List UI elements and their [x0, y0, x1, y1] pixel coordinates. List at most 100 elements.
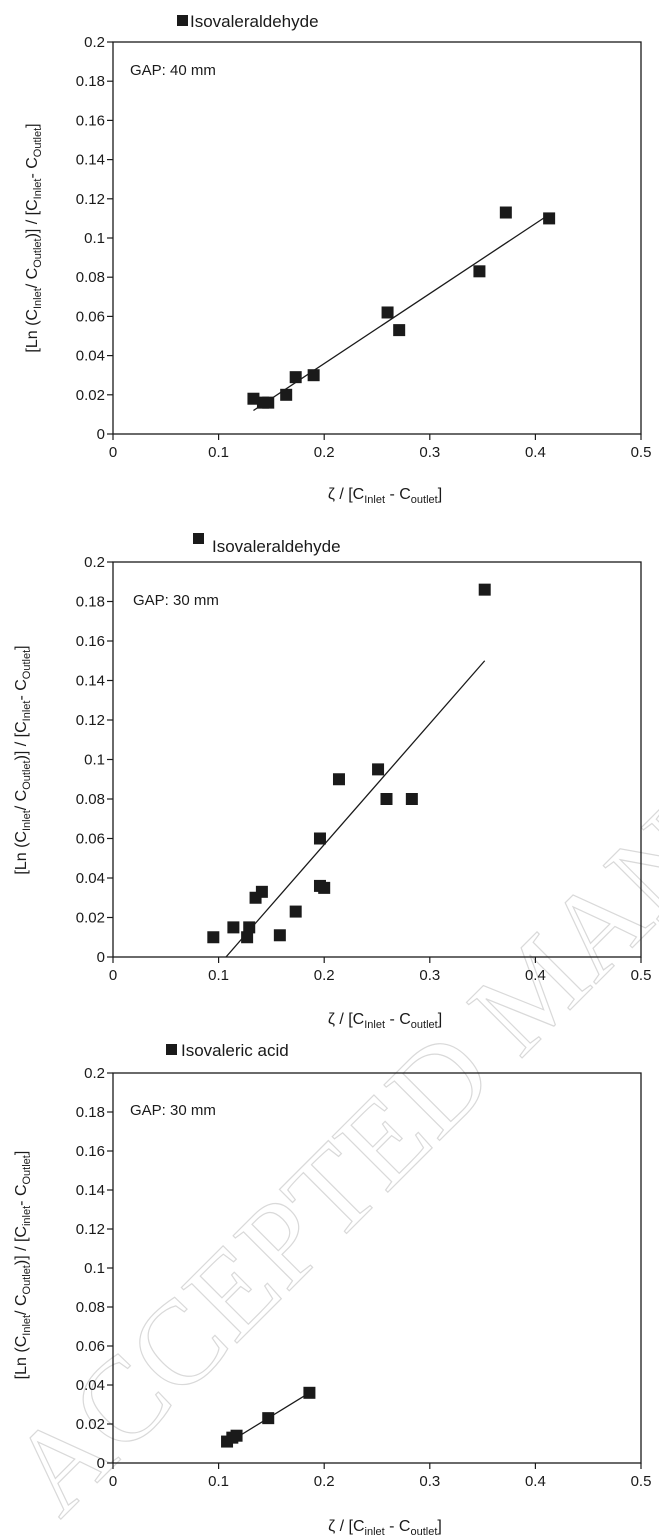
y-axis-title: [Ln (CInlet/ COutlet)] / [Cinlet- COutle…: [13, 1151, 33, 1380]
gap-annotation: GAP: 40 mm: [130, 62, 216, 79]
plot-frame: [112, 41, 642, 435]
data-point: [499, 206, 512, 219]
x-tick-label: 0.2: [314, 444, 335, 461]
data-point: [405, 793, 418, 805]
x-tick-label: 0.4: [525, 967, 546, 984]
x-axis-title: ζ / [CInlet - Coutlet]: [328, 486, 442, 506]
y-tick-label: 0.14: [76, 152, 105, 169]
y-tick-label: 0.18: [76, 594, 105, 611]
y-tick-label: 0.06: [76, 1338, 105, 1355]
data-point: [318, 881, 331, 894]
y-tick-label: 0.06: [76, 831, 105, 848]
legend: Isovaleraldehyde: [193, 533, 341, 556]
y-tick-label: 0.08: [76, 791, 105, 808]
y-tick-label: 0.2: [84, 554, 105, 571]
data-point: [255, 885, 268, 898]
gap-annotation: GAP: 30 mm: [130, 1102, 216, 1119]
x-tick-label: 0.3: [419, 444, 440, 461]
y-tick-label: 0.04: [76, 870, 105, 887]
y-tick-label: 0: [97, 1455, 105, 1472]
data-point: [289, 371, 302, 384]
data-point: [230, 1429, 243, 1442]
x-tick-label: 0.4: [525, 1473, 546, 1490]
legend-marker: [177, 15, 188, 26]
y-tick-label: 0.2: [84, 34, 105, 51]
fit-line: [253, 213, 550, 412]
data-point: [227, 921, 240, 934]
data-point: [303, 1386, 316, 1399]
data-point: [473, 265, 486, 278]
chart-panel-2: Isovaleraldehyde GAP: 30 mm ζ / [CInlet …: [13, 533, 651, 1031]
x-tick-label: 0: [109, 1473, 117, 1490]
y-tick-label: 0.12: [76, 1221, 105, 1238]
chart-panel-3: Isovaleric acid GAP: 30 mm ζ / [Cinlet -…: [13, 1041, 651, 1537]
data-point: [247, 392, 260, 405]
x-tick-label: 0.2: [314, 1473, 335, 1490]
data-point: [241, 931, 254, 944]
chart-panel-1: Isovaleraldehyde GAP: 40 mm ζ / [CInlet …: [24, 12, 651, 506]
legend-marker: [193, 533, 204, 544]
y-tick-label: 0.06: [76, 308, 105, 325]
legend: Isovaleric acid: [166, 1041, 289, 1060]
y-tick-label: 0.02: [76, 1416, 105, 1433]
legend-marker: [166, 1044, 177, 1055]
x-tick-label: 0: [109, 444, 117, 461]
data-point: [393, 324, 406, 337]
x-tick-label: 0.5: [631, 444, 652, 461]
data-point: [273, 929, 286, 942]
legend-label: Isovaleraldehyde: [212, 537, 341, 556]
gap-annotation: GAP: 30 mm: [133, 592, 219, 609]
y-tick-label: 0.14: [76, 1182, 105, 1199]
data-point: [307, 369, 320, 382]
y-tick-label: 0.12: [76, 712, 105, 729]
y-tick-label: 0.02: [76, 387, 105, 404]
y-tick-label: 0.04: [76, 1377, 105, 1394]
y-tick-label: 0.08: [76, 1299, 105, 1316]
data-point: [313, 832, 326, 845]
legend-label: Isovaleric acid: [181, 1041, 289, 1060]
y-tick-label: 0: [97, 949, 105, 966]
data-point: [372, 763, 385, 776]
y-tick-label: 0.12: [76, 191, 105, 208]
x-tick-label: 0.1: [208, 967, 229, 984]
data-point: [380, 793, 393, 805]
x-tick-label: 0.5: [631, 967, 652, 984]
legend-label: Isovaleraldehyde: [190, 12, 319, 31]
y-tick-label: 0.14: [76, 673, 105, 690]
data-point: [478, 583, 491, 596]
data-point: [262, 396, 275, 409]
y-tick-label: 0.1: [84, 1260, 105, 1277]
y-tick-label: 0.18: [76, 73, 105, 90]
y-axis-title: [Ln (CInlet/ COutlet)] / [CInlet- COutle…: [24, 123, 44, 352]
y-tick-label: 0.08: [76, 269, 105, 286]
x-tick-label: 0.4: [525, 444, 546, 461]
y-tick-label: 0.2: [84, 1065, 105, 1082]
y-tick-label: 0.16: [76, 633, 105, 650]
x-tick-label: 0.3: [419, 967, 440, 984]
x-tick-label: 0.2: [314, 967, 335, 984]
x-tick-label: 0.1: [208, 1473, 229, 1490]
y-tick-label: 0.18: [76, 1104, 105, 1121]
data-point: [332, 773, 345, 786]
data-point: [280, 388, 293, 401]
y-tick-label: 0.04: [76, 348, 105, 365]
y-tick-label: 0.1: [84, 752, 105, 769]
data-point: [243, 921, 256, 934]
x-tick-label: 0.3: [419, 1473, 440, 1490]
legend: Isovaleraldehyde: [177, 12, 319, 31]
data-point: [262, 1412, 275, 1425]
x-tick-label: 0.5: [631, 1473, 652, 1490]
data-point: [207, 931, 220, 944]
fit-line: [225, 660, 486, 958]
y-tick-label: 0: [97, 426, 105, 443]
data-point: [381, 306, 394, 319]
x-axis-title: ζ / [CInlet - Coutlet]: [328, 1011, 442, 1031]
y-tick-label: 0.1: [84, 230, 105, 247]
y-axis-title: [Ln (CInlet/ COutlet)] / [CInlet- COutle…: [13, 645, 33, 874]
x-axis-title: ζ / [Cinlet - Coutlet]: [328, 1518, 442, 1537]
y-tick-label: 0.16: [76, 1143, 105, 1160]
y-tick-label: 0.02: [76, 910, 105, 927]
x-tick-label: 0: [109, 967, 117, 984]
data-point: [543, 212, 556, 225]
